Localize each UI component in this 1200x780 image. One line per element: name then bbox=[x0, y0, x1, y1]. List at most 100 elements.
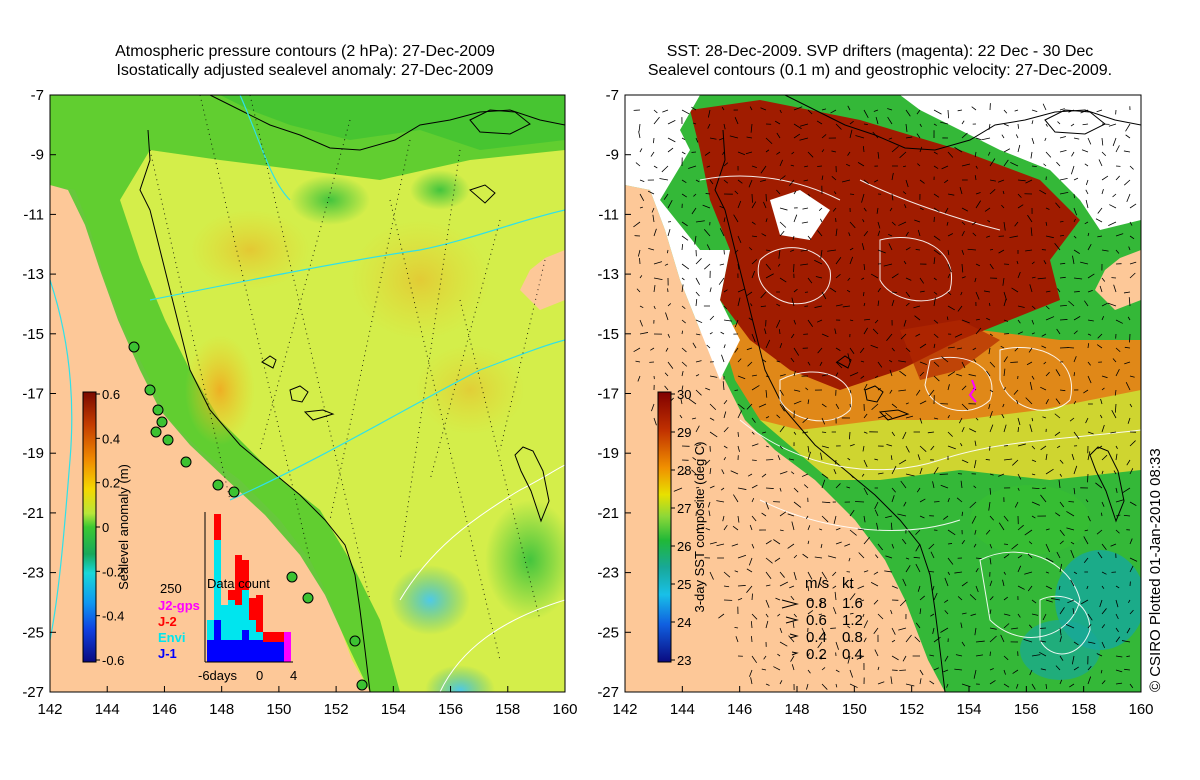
velocity-arrow bbox=[960, 480, 963, 489]
velocity-arrow bbox=[1015, 134, 1019, 139]
velocity-arrow bbox=[788, 635, 795, 643]
velocity-arrow bbox=[1071, 453, 1075, 461]
velocity-arrow bbox=[1087, 343, 1090, 349]
velocity-arrow bbox=[751, 259, 758, 265]
velocity-arrow bbox=[748, 179, 753, 188]
islands bbox=[261, 109, 550, 523]
velocity-arrow bbox=[1095, 482, 1103, 489]
velocity-arrow bbox=[919, 445, 927, 453]
velocity-arrow bbox=[765, 540, 772, 545]
velocity-arrow bbox=[723, 427, 729, 433]
velocity-arrow bbox=[1087, 676, 1092, 685]
velocity-arrow bbox=[933, 207, 940, 212]
velocity-arrow bbox=[1113, 284, 1117, 293]
right-x-tick-label: 148 bbox=[784, 701, 809, 718]
velocity-arrow bbox=[751, 593, 753, 601]
velocity-arrow bbox=[827, 555, 837, 559]
velocity-arrow bbox=[1031, 375, 1035, 380]
velocity-arrow bbox=[947, 384, 950, 391]
left-x-tick-label: 142 bbox=[37, 701, 62, 718]
velocity-arrow bbox=[777, 653, 781, 657]
velocity-arrow bbox=[849, 403, 851, 408]
left-x-tick-label: 160 bbox=[552, 701, 577, 718]
velocity-arrow bbox=[873, 571, 879, 575]
velocity-arrow bbox=[1097, 207, 1103, 214]
velocity-arrow bbox=[765, 599, 770, 608]
velocity-arrow bbox=[877, 472, 884, 475]
velocity-arrow bbox=[1096, 109, 1103, 113]
velocity-arrow bbox=[1059, 177, 1068, 181]
velocity-arrow bbox=[746, 403, 753, 410]
velocity-arrow bbox=[862, 146, 865, 153]
velocity-arrow bbox=[751, 484, 758, 489]
left-y-tick-label: -27 bbox=[22, 684, 44, 701]
velocity-arrow bbox=[1087, 613, 1093, 621]
velocity-arrow bbox=[1059, 319, 1068, 321]
velocity-arrow bbox=[1014, 501, 1019, 508]
velocity-arrow bbox=[998, 249, 1005, 254]
velocity-arrow bbox=[971, 106, 977, 111]
velocity-arrow bbox=[1000, 345, 1005, 349]
velocity-arrow bbox=[1087, 666, 1092, 671]
velocity-arrow bbox=[681, 472, 687, 475]
velocity-arrow bbox=[915, 249, 921, 251]
velocity-arrow bbox=[833, 515, 837, 524]
velocity-arrow bbox=[691, 106, 697, 111]
velocity-arrow bbox=[695, 258, 702, 265]
velocity-arrow bbox=[933, 193, 940, 198]
velocity-arrow bbox=[933, 667, 939, 671]
velocity-arrow bbox=[984, 207, 991, 212]
velocity-arrow bbox=[849, 221, 856, 229]
velocity-arrow bbox=[877, 151, 880, 159]
velocity-arrow bbox=[709, 417, 715, 421]
velocity-arrow bbox=[758, 403, 767, 408]
altimeter-tracks bbox=[149, 95, 546, 661]
velocity-arrow bbox=[1031, 445, 1036, 450]
velocity-arrow bbox=[1101, 454, 1108, 461]
right-colorbar-tick-label: 23 bbox=[677, 653, 691, 668]
left-x-tick-label: 152 bbox=[324, 701, 349, 718]
velocity-arrow bbox=[1087, 319, 1094, 322]
velocity-arrow bbox=[765, 584, 771, 587]
velocity-arrow bbox=[779, 374, 786, 377]
velocity-arrow bbox=[1017, 123, 1019, 129]
velocity-arrow bbox=[1054, 242, 1061, 251]
velocity-arrow bbox=[947, 497, 950, 503]
velocity-arrow bbox=[1003, 387, 1007, 391]
velocity-arrow bbox=[802, 431, 809, 434]
velocity-arrow bbox=[819, 528, 823, 531]
velocity-arrow bbox=[1101, 375, 1108, 379]
velocity-arrow bbox=[849, 529, 857, 536]
velocity-arrow bbox=[835, 304, 843, 307]
velocity-arrow bbox=[989, 668, 994, 671]
velocity-arrow bbox=[960, 622, 963, 629]
velocity-arrow bbox=[973, 669, 977, 679]
velocity-arrow bbox=[1016, 399, 1019, 405]
left-x-tick-label: 156 bbox=[438, 701, 463, 718]
velocity-arrow bbox=[1025, 249, 1033, 252]
velocity-arrow bbox=[858, 552, 865, 559]
velocity-arrow bbox=[961, 612, 967, 615]
velocity-arrow bbox=[847, 277, 851, 281]
velocity-arrow bbox=[919, 361, 928, 365]
velocity-arrow bbox=[816, 319, 823, 323]
right-map bbox=[625, 95, 1141, 692]
velocity-arrow bbox=[1101, 608, 1107, 615]
velocity-arrow bbox=[1059, 501, 1065, 508]
velocity-arrow bbox=[1042, 487, 1047, 489]
velocity-arrow bbox=[751, 235, 758, 238]
velocity-arrow bbox=[751, 221, 756, 225]
velocity-arrow bbox=[681, 277, 685, 281]
velocity-arrow bbox=[666, 249, 669, 254]
velocity-arrow bbox=[807, 599, 814, 602]
velocity-arrow bbox=[849, 473, 854, 479]
velocity-arrow bbox=[989, 158, 996, 167]
velocity-arrow bbox=[707, 109, 711, 118]
left-colorbar-tick-label: 0.4 bbox=[102, 431, 120, 446]
velocity-arrow bbox=[1031, 276, 1036, 279]
velocity-arrow bbox=[679, 414, 683, 419]
velocity-arrow bbox=[807, 639, 812, 643]
velocity-arrow bbox=[734, 626, 739, 629]
velocity-arrow bbox=[986, 235, 991, 238]
velocity-arrow bbox=[779, 529, 784, 532]
